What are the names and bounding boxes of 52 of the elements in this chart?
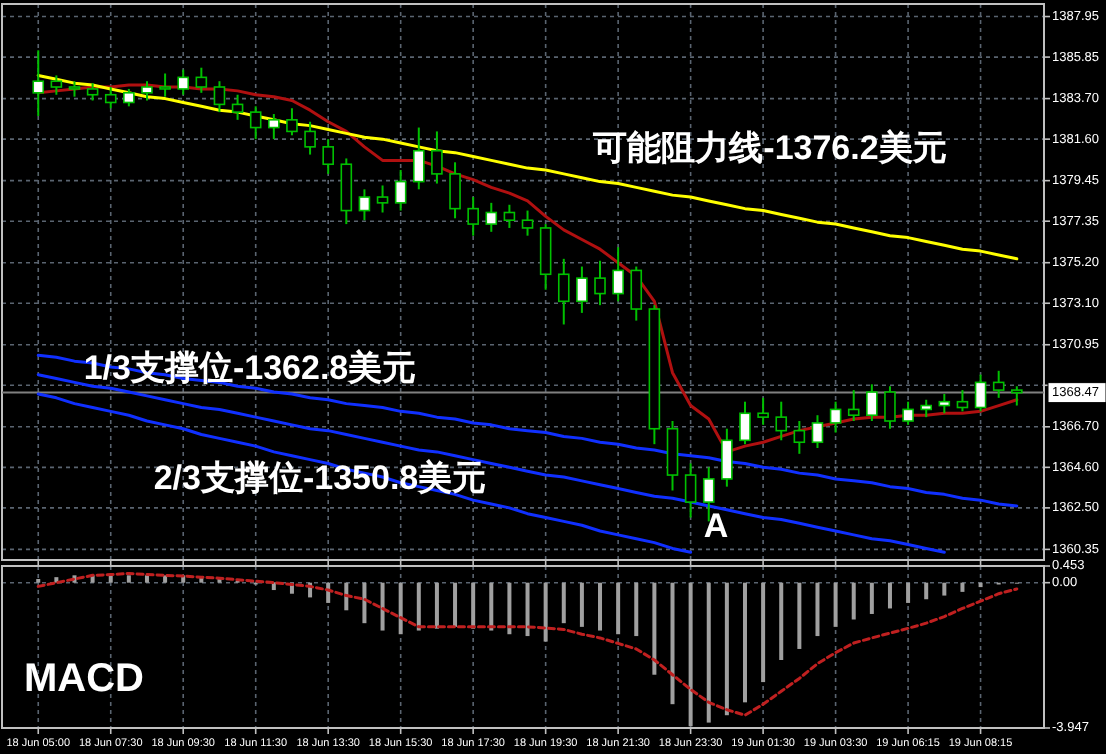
candlestick	[539, 223, 552, 291]
annotation: MACD	[24, 656, 144, 701]
candlestick	[249, 105, 262, 141]
candlestick	[594, 259, 606, 307]
candlestick	[793, 420, 806, 455]
candlestick	[322, 138, 334, 175]
candlestick	[847, 389, 860, 422]
candlestick	[286, 107, 298, 137]
candlestick	[177, 68, 190, 96]
candlestick	[956, 389, 969, 413]
candlestick	[521, 209, 534, 237]
candlestick	[376, 184, 389, 214]
candlestick	[467, 196, 479, 237]
candlestick	[974, 373, 987, 413]
candlestick	[630, 265, 643, 322]
candlestick	[757, 396, 769, 426]
candlestick	[866, 383, 878, 422]
candlestick	[503, 203, 516, 229]
candlestick	[231, 93, 244, 121]
candlestick	[684, 462, 697, 519]
candlestick	[32, 49, 45, 117]
candlestick	[811, 414, 824, 450]
candlestick	[485, 201, 498, 233]
candlestick	[557, 257, 570, 326]
candlestick	[104, 86, 117, 110]
candlestick	[213, 80, 226, 114]
candlestick	[992, 369, 1005, 399]
candlestick	[195, 66, 208, 94]
candlestick	[775, 400, 788, 442]
candlestick	[884, 385, 896, 430]
candlestick	[829, 400, 842, 434]
candlestick	[340, 157, 353, 226]
candlestick	[358, 188, 371, 222]
candlestick	[50, 74, 63, 96]
annotation: A	[703, 506, 729, 545]
candlestick	[431, 130, 443, 185]
candlestick	[902, 400, 914, 426]
candlestick	[449, 161, 461, 220]
candlestick	[739, 400, 751, 446]
candlestick	[721, 427, 733, 488]
candlestick	[304, 120, 316, 156]
candlestick	[938, 392, 951, 415]
candlestick	[159, 72, 171, 98]
candlestick	[1011, 385, 1023, 407]
candlestick	[666, 420, 679, 492]
candlestick	[612, 246, 624, 303]
annotation: 可能阻力线-1376.2美元	[593, 128, 947, 167]
candlestick	[141, 80, 153, 102]
candlestick	[576, 265, 588, 314]
candlestick	[413, 126, 425, 191]
candlestick	[268, 113, 280, 141]
candlestick	[394, 169, 407, 212]
